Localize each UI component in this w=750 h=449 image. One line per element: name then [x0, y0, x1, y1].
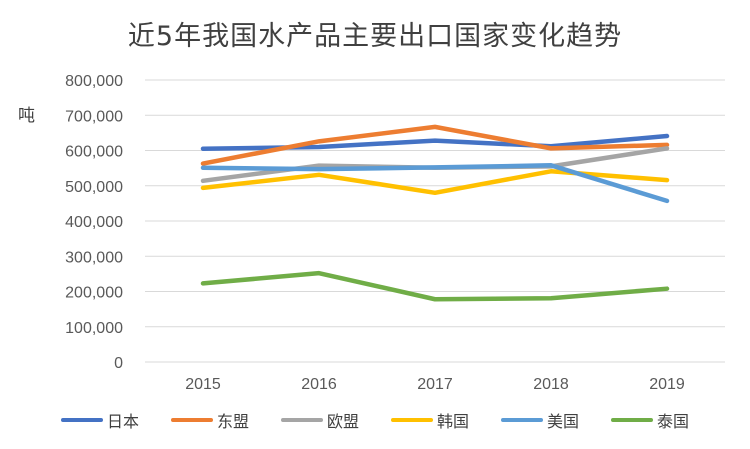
- legend-label: 欧盟: [326, 412, 359, 431]
- legend-swatch: [280, 418, 323, 422]
- legend-item: 美国: [501, 408, 579, 432]
- legend-label: 东盟: [216, 412, 249, 431]
- legend-swatch: [170, 418, 213, 422]
- legend-swatch: [60, 418, 103, 422]
- y-tick-label: 0: [114, 355, 123, 372]
- y-tick-label: 400,000: [65, 214, 123, 231]
- x-tick-label: 2017: [417, 376, 453, 393]
- y-tick-label: 300,000: [65, 249, 123, 266]
- series-line: [200, 163, 670, 204]
- legend-item: 东盟: [170, 408, 249, 432]
- y-tick-label: 200,000: [65, 285, 123, 302]
- x-tick-label: 2016: [301, 376, 337, 393]
- legend-item: 日本: [60, 408, 139, 432]
- series-lines: [200, 124, 670, 302]
- y-tick-label: 800,000: [65, 73, 123, 90]
- x-tick-label: 2019: [649, 376, 685, 393]
- y-tick-label: 500,000: [65, 179, 123, 196]
- legend-swatch: [501, 418, 544, 422]
- legend: 日本 东盟 欧盟 韩国 美国 泰国: [0, 408, 750, 432]
- x-tick-label: 2018: [533, 376, 569, 393]
- x-tick-label: 2015: [185, 376, 221, 393]
- y-tick-label: 700,000: [65, 108, 123, 125]
- gridlines: [145, 79, 725, 363]
- legend-label: 美国: [547, 412, 580, 431]
- legend-label: 泰国: [657, 412, 690, 431]
- y-tick-label: 100,000: [65, 320, 123, 337]
- series-line: [200, 169, 670, 196]
- y-axis-ticks: 0 100,000 200,000 300,000 400,000 500,000 600,…: [65, 73, 123, 372]
- legend-swatch: [611, 418, 654, 422]
- legend-swatch: [391, 418, 433, 422]
- legend-item: 泰国: [611, 408, 689, 432]
- y-tick-label: 600,000: [65, 144, 123, 161]
- x-axis-ticks: 2015 2016 2017 2018 2019: [185, 376, 685, 393]
- legend-label: 日本: [106, 412, 139, 431]
- legend-label: 韩国: [437, 412, 470, 431]
- y-axis-label: 吨: [18, 106, 35, 126]
- legend-item: 欧盟: [280, 408, 359, 432]
- series-line: [200, 124, 670, 166]
- legend-item: 韩国: [391, 408, 469, 432]
- series-line: [200, 270, 670, 302]
- chart-title: 近5年我国水产品主要出口国家变化趋势: [127, 21, 623, 52]
